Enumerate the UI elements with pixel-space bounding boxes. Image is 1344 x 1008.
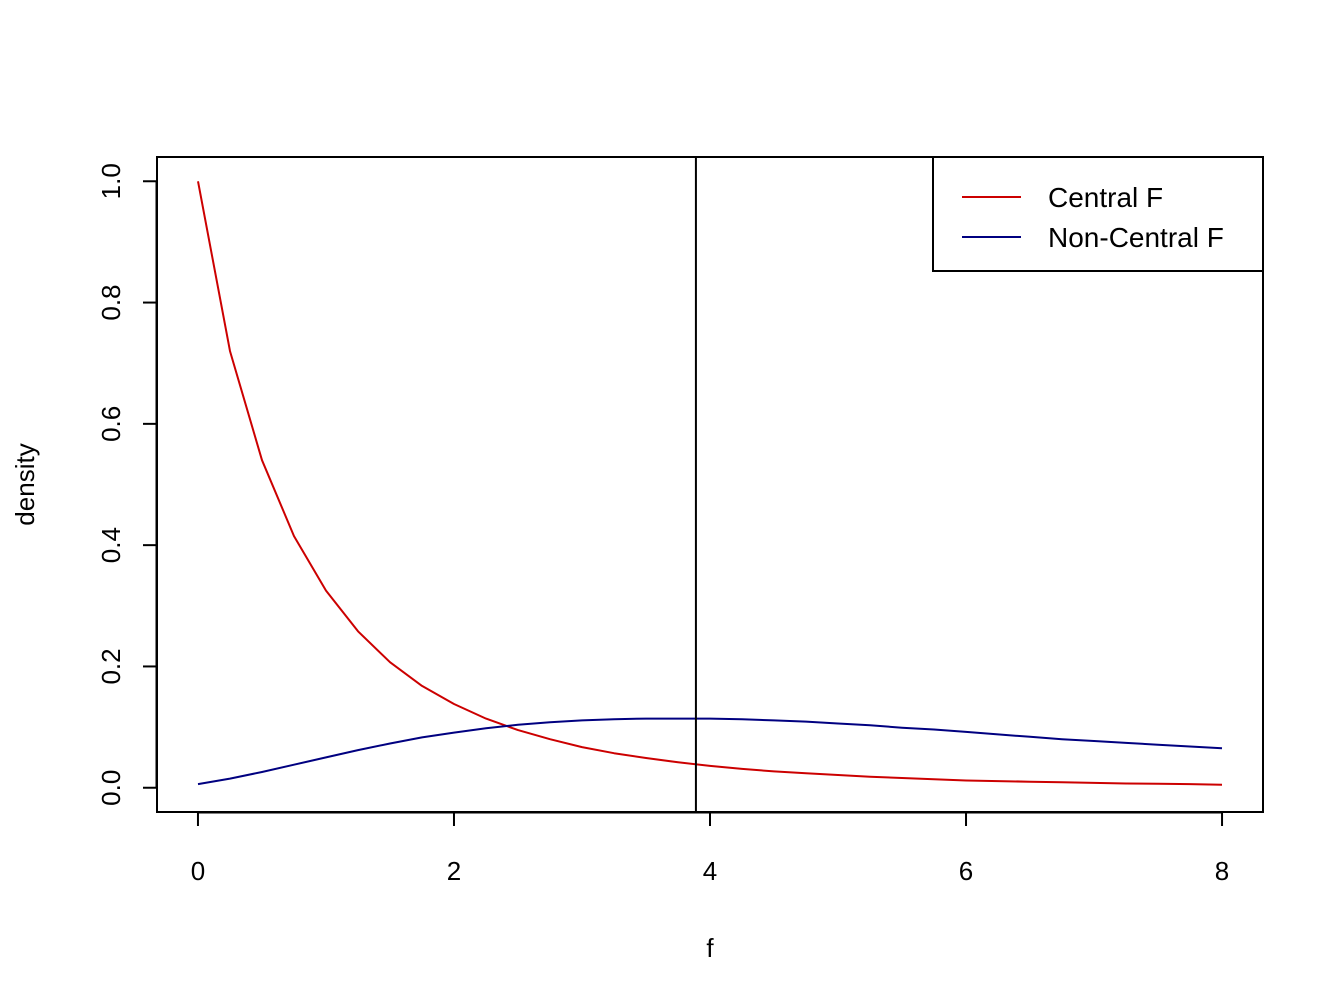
legend: Central F Non-Central F [932, 156, 1264, 272]
x-tick-label: 4 [703, 856, 717, 886]
y-tick-label: 0.2 [96, 648, 126, 684]
y-tick-label: 0.4 [96, 527, 126, 563]
series-layer [197, 181, 1223, 786]
y-axis-title: density [10, 443, 40, 525]
legend-label-0: Central F [1048, 182, 1163, 213]
series-line-1 [197, 717, 1223, 786]
y-tick-label: 0.8 [96, 284, 126, 320]
x-tick-label: 0 [191, 856, 205, 886]
x-axis-title: f [706, 933, 714, 963]
y-tick-label: 0.0 [96, 770, 126, 806]
x-tick-label: 2 [447, 856, 461, 886]
legend-box [932, 156, 1264, 272]
x-tick-label: 8 [1215, 856, 1229, 886]
legend-label-1: Non-Central F [1048, 222, 1224, 253]
x-tick-label: 6 [959, 856, 973, 886]
y-tick-label: 1.0 [96, 163, 126, 199]
axis-layer: 0 2 4 6 8 0.0 0.2 0.4 0.6 0.8 1.0 [96, 163, 1229, 886]
y-tick-label: 0.6 [96, 406, 126, 442]
series-line-0 [197, 181, 1223, 786]
